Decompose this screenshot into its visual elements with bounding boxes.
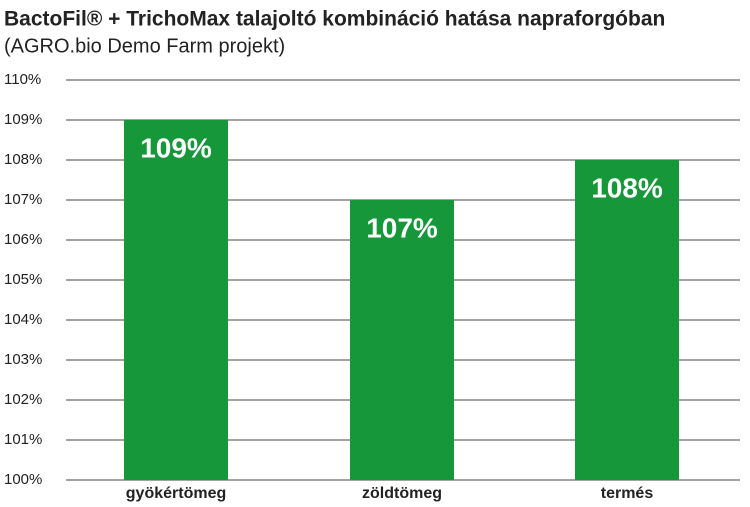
value-label: 109% (140, 132, 212, 163)
chart-subtitle: (AGRO.bio Demo Farm projekt) (4, 35, 285, 57)
x-tick-label: zöldtömeg (362, 485, 442, 502)
value-label: 107% (366, 212, 438, 243)
x-tick-label: gyökértömeg (126, 485, 226, 502)
bar (350, 200, 454, 480)
y-tick-label: 109% (4, 111, 42, 128)
x-tick-label: termés (601, 485, 654, 502)
chart-title: BactoFil® + TrichoMax talajoltó kombinác… (4, 8, 665, 31)
y-tick-label: 103% (4, 351, 42, 368)
y-tick-label: 110% (4, 71, 41, 88)
y-tick-label: 104% (4, 311, 42, 328)
bar (575, 160, 679, 480)
bar (124, 120, 228, 480)
y-tick-label: 105% (4, 271, 42, 288)
y-tick-label: 102% (4, 391, 42, 408)
y-tick-label: 107% (4, 191, 42, 208)
y-tick-label: 101% (4, 431, 42, 448)
value-label: 108% (591, 172, 663, 203)
y-tick-label: 100% (4, 471, 42, 488)
y-tick-label: 108% (4, 151, 42, 168)
y-tick-label: 106% (4, 231, 42, 248)
